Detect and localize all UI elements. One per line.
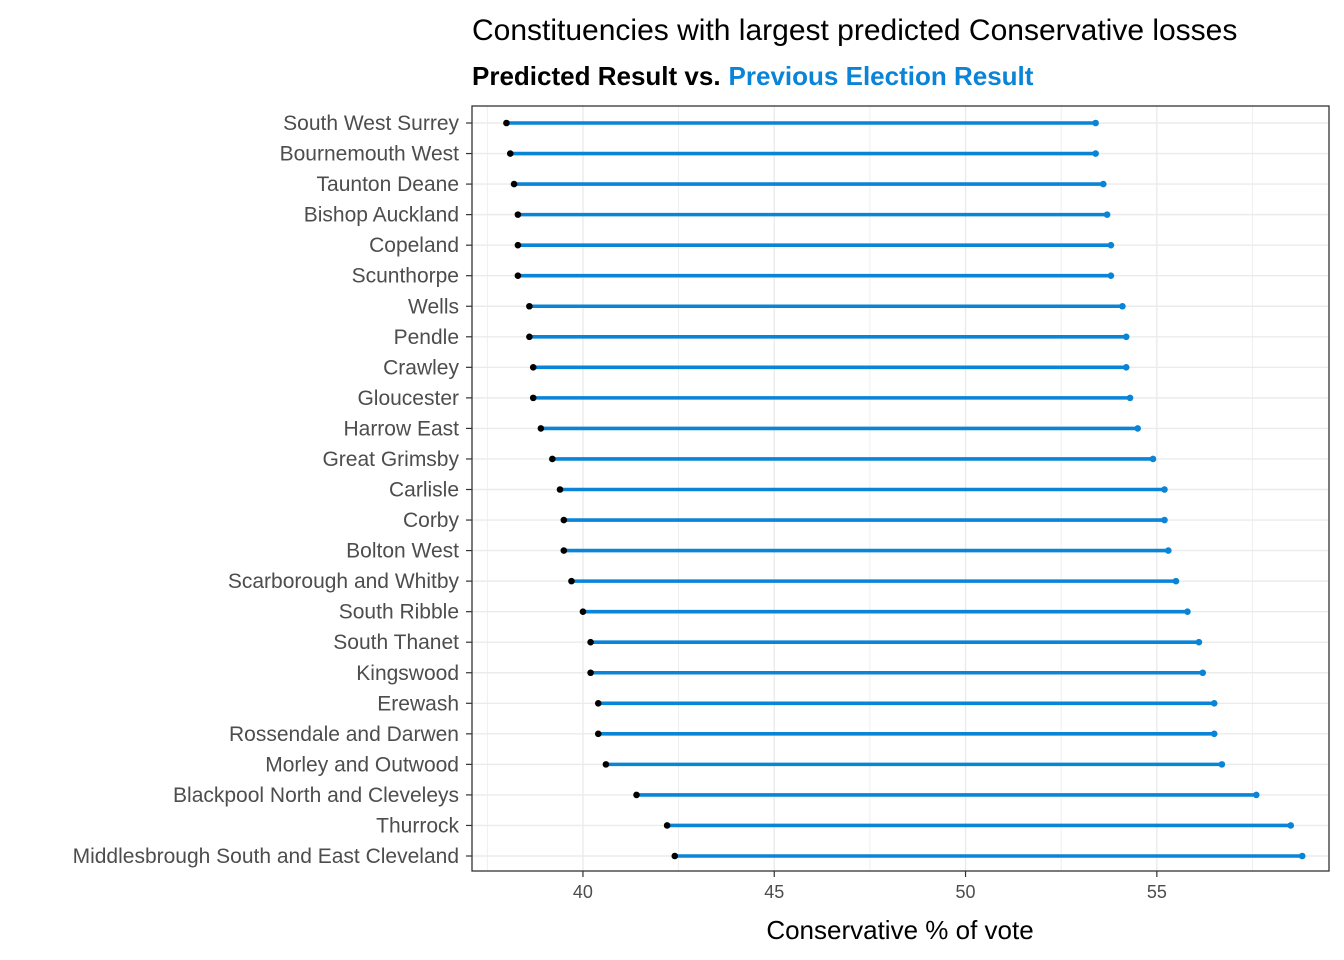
previous-result-point <box>1103 211 1111 218</box>
previous-result-point <box>1107 272 1115 280</box>
previous-result-point <box>1149 455 1157 463</box>
predicted-result-point <box>587 638 594 646</box>
y-axis: South West Surrey Bournemouth West Taunton… <box>73 112 472 868</box>
predicted-result-point <box>537 425 545 432</box>
previous-result-point <box>1195 638 1203 646</box>
y-tick-label: Middlesbrough South and East Cleveland <box>73 845 459 868</box>
y-tick-label: Wells <box>408 295 459 318</box>
y-tick-label: South Ribble <box>339 601 459 624</box>
y-tick-label: Bolton West <box>346 540 459 563</box>
previous-result-point <box>1126 394 1134 402</box>
predicted-result-point <box>503 119 510 127</box>
predicted-result-point <box>579 608 587 615</box>
predicted-result-point <box>529 364 537 371</box>
y-tick-label: Morley and Outwood <box>265 753 459 776</box>
previous-result-point <box>1210 699 1218 707</box>
previous-result-point <box>1092 150 1099 157</box>
panel-border <box>471 105 1330 872</box>
x-axis-title: Conservative % of vote <box>766 915 1033 945</box>
previous-result-point <box>1218 761 1226 768</box>
previous-result-point <box>1184 608 1191 615</box>
predicted-result-point <box>594 730 602 738</box>
predicted-result-point <box>663 822 671 829</box>
previous-result-point <box>1172 577 1180 585</box>
y-tick-label: Blackpool North and Cleveleys <box>173 784 459 807</box>
previous-result-point <box>1119 302 1126 310</box>
y-tick-label: Rossendale and Darwen <box>229 723 459 746</box>
predicted-result-point <box>529 394 537 402</box>
chart-subtitle: Predicted Result vs. Previous Election Re… <box>472 61 1034 91</box>
predicted-result-point <box>506 150 514 157</box>
predicted-result-point <box>514 211 522 218</box>
x-tick-label: 50 <box>956 882 976 902</box>
y-tick-label: Harrow East <box>343 417 459 440</box>
y-tick-label: Crawley <box>383 356 459 379</box>
x-axis: 40 45 50 55 <box>573 871 1167 902</box>
previous-result-point <box>1161 516 1168 524</box>
y-tick-label: Corby <box>403 509 460 532</box>
y-tick-label: Carlisle <box>389 479 459 502</box>
previous-result-point <box>1107 241 1115 249</box>
y-tick-label: South Thanet <box>333 631 459 654</box>
y-tick-label: Taunton Deane <box>317 173 459 196</box>
previous-result-point <box>1134 425 1142 432</box>
previous-result-point <box>1099 180 1107 188</box>
predicted-result-point <box>556 486 564 493</box>
chart-title: Constituencies with largest predicted Co… <box>472 14 1237 47</box>
predicted-result-point <box>568 577 575 585</box>
predicted-result-point <box>560 516 568 524</box>
y-tick-label: Pendle <box>394 326 459 349</box>
previous-result-point <box>1210 730 1218 738</box>
predicted-result-point <box>633 791 640 799</box>
y-tick-label: Gloucester <box>357 387 459 410</box>
y-tick-label: Kingswood <box>356 662 459 685</box>
predicted-result-point <box>594 699 602 707</box>
y-tick-label: Bournemouth West <box>280 143 460 166</box>
previous-result-point <box>1122 333 1130 341</box>
dumbbell-segments <box>506 121 1303 858</box>
previous-result-point <box>1287 822 1295 829</box>
y-tick-label: Great Grimsby <box>322 448 459 471</box>
x-tick-label: 55 <box>1147 882 1167 902</box>
y-tick-label: South West Surrey <box>283 112 459 135</box>
data-points <box>503 119 1306 860</box>
y-tick-label: Bishop Auckland <box>304 204 459 227</box>
subtitle-previous: Previous Election Result <box>729 61 1034 91</box>
y-tick-label: Scunthorpe <box>352 265 459 288</box>
y-tick-label: Thurrock <box>376 814 459 837</box>
previous-result-point <box>1253 791 1260 799</box>
x-tick-label: 40 <box>573 882 593 902</box>
y-tick-label: Erewash <box>377 692 459 715</box>
predicted-result-point <box>514 241 522 249</box>
predicted-result-point <box>587 669 594 677</box>
predicted-result-point <box>514 272 522 280</box>
previous-result-point <box>1161 486 1168 493</box>
previous-result-point <box>1298 852 1306 860</box>
predicted-result-point <box>549 455 556 463</box>
predicted-result-point <box>671 852 679 860</box>
y-tick-label: Scarborough and Whitby <box>228 570 460 593</box>
previous-result-point <box>1199 669 1207 677</box>
predicted-result-point <box>526 333 533 341</box>
previous-result-point <box>1122 364 1130 371</box>
subtitle-predicted: Predicted Result vs. <box>472 61 721 91</box>
predicted-result-point <box>602 761 610 768</box>
previous-result-point <box>1092 119 1099 127</box>
previous-result-point <box>1165 547 1172 554</box>
x-tick-label: 45 <box>764 882 784 902</box>
predicted-result-point <box>510 180 518 188</box>
predicted-result-point <box>526 302 533 310</box>
predicted-result-point <box>560 547 568 554</box>
y-tick-label: Copeland <box>369 234 459 257</box>
